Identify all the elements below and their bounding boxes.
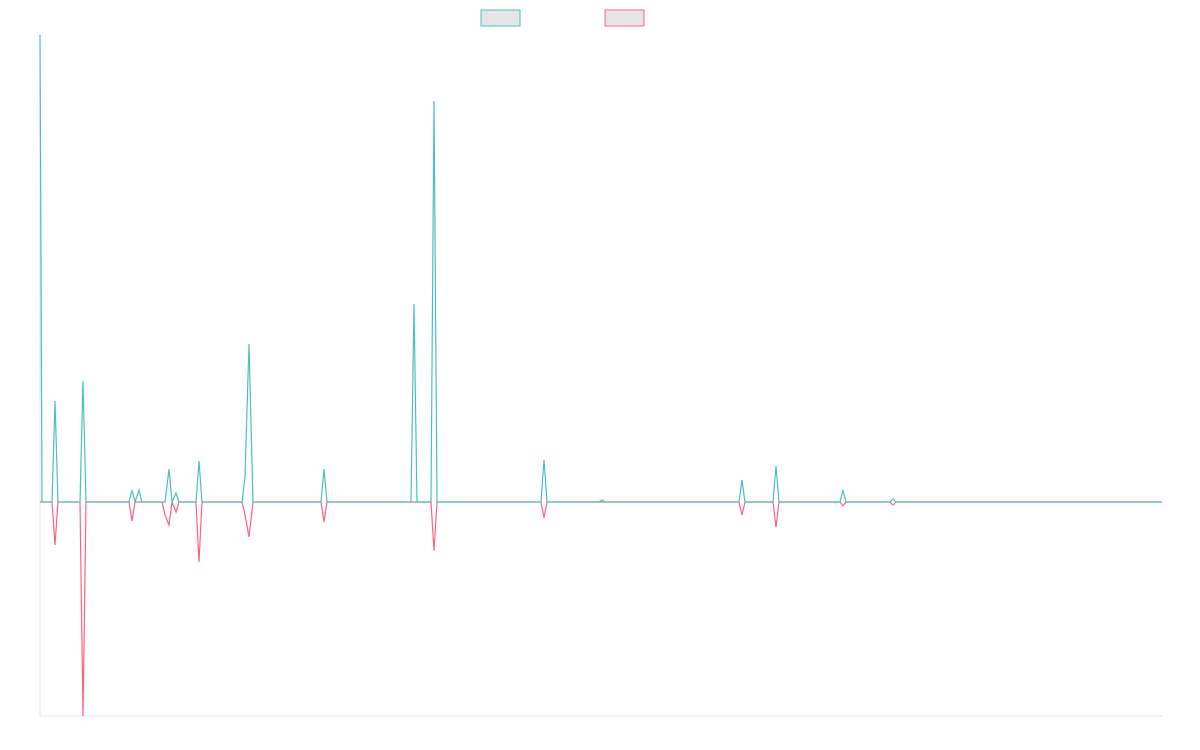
plot-area [39,34,1162,717]
legend-swatch[interactable] [604,9,645,27]
legend-swatch[interactable] [480,9,521,27]
series-line [40,499,1162,717]
series-line [39,34,1162,505]
legend [480,9,645,27]
